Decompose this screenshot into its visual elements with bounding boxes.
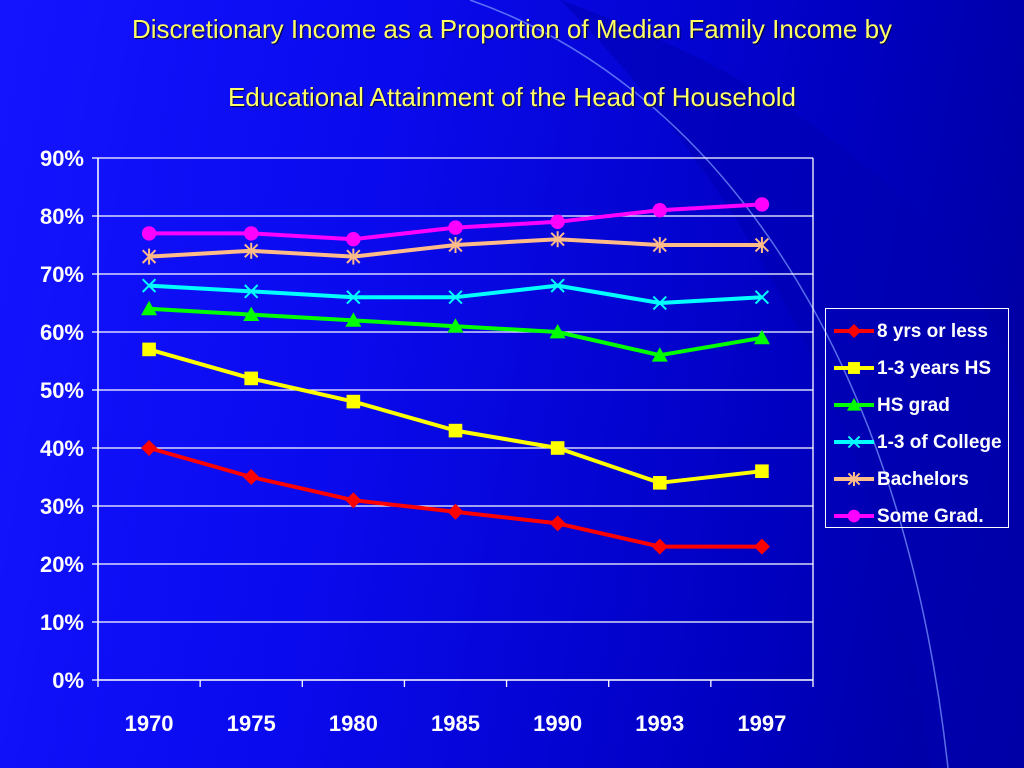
legend-label: 8 yrs or less xyxy=(877,321,988,342)
data-point-x xyxy=(754,290,770,305)
series-line xyxy=(148,283,763,305)
y-tick-label: 10% xyxy=(40,610,84,635)
legend-item: Bachelors xyxy=(826,464,1010,494)
legend-item: Some Grad. xyxy=(826,501,1010,531)
data-point-asterisk xyxy=(847,472,861,486)
x-tick-label: 1980 xyxy=(329,711,378,736)
data-point-diamond xyxy=(345,492,362,509)
data-point-square xyxy=(142,342,156,357)
data-point-asterisk xyxy=(448,237,463,253)
x-tick-label: 1997 xyxy=(737,711,786,736)
data-point-circle xyxy=(448,220,463,235)
data-point-x xyxy=(244,284,259,299)
legend-item: 1-3 of College xyxy=(826,427,1010,457)
data-point-circle xyxy=(847,509,861,523)
data-point-triangle xyxy=(447,318,464,333)
legend-swatch xyxy=(834,362,874,374)
data-point-x xyxy=(847,435,861,449)
legend-label: HS grad xyxy=(877,395,950,416)
legend-swatch xyxy=(834,472,874,486)
y-tick-label: 40% xyxy=(40,436,84,461)
data-point-asterisk xyxy=(754,237,770,253)
data-point-x xyxy=(550,278,565,293)
data-point-diamond xyxy=(753,538,770,555)
data-point-circle xyxy=(244,226,259,241)
chart-title-line-2: Educational Attainment of the Head of Ho… xyxy=(227,82,797,112)
x-tick-label: 1990 xyxy=(533,711,582,736)
series-line xyxy=(148,446,762,549)
data-point-circle xyxy=(141,226,157,241)
data-point-diamond xyxy=(651,538,668,555)
legend-swatch xyxy=(834,435,874,449)
data-point-x xyxy=(652,295,667,311)
legend-swatch xyxy=(834,509,874,523)
data-point-square xyxy=(346,394,361,409)
data-point-diamond xyxy=(549,515,566,532)
data-point-triangle xyxy=(847,398,861,411)
data-point-circle xyxy=(754,197,770,212)
data-point-square xyxy=(848,362,860,374)
data-point-square xyxy=(755,464,769,478)
x-tick-label: 1975 xyxy=(227,711,276,736)
legend-label: Bachelors xyxy=(877,469,969,490)
data-point-asterisk xyxy=(244,242,259,259)
data-point-diamond xyxy=(141,440,158,456)
legend-item: 1-3 years HS xyxy=(826,353,1010,383)
data-point-triangle xyxy=(651,347,668,362)
data-point-asterisk xyxy=(346,248,361,265)
chart-title-line-1: Discretionary Income as a Proportion of … xyxy=(131,14,893,44)
legend-item: HS grad xyxy=(826,390,1010,420)
y-tick-label: 30% xyxy=(40,494,84,519)
data-point-triangle xyxy=(549,324,566,339)
data-point-circle xyxy=(346,232,361,247)
y-tick-label: 60% xyxy=(40,320,84,345)
data-point-square xyxy=(244,371,259,386)
legend-item: 8 yrs or less xyxy=(826,316,1010,346)
y-tick-label: 50% xyxy=(40,378,84,403)
series-line xyxy=(148,347,763,485)
chart-legend: 8 yrs or less 1-3 years HS HS grad 1-3 of C… xyxy=(825,308,1009,528)
data-point-triangle xyxy=(345,312,362,327)
data-point-square xyxy=(652,476,667,490)
x-tick-label: 1970 xyxy=(125,711,174,736)
data-point-diamond xyxy=(847,324,861,338)
y-tick-label: 90% xyxy=(40,146,84,171)
data-point-circle xyxy=(652,203,667,218)
data-point-triangle xyxy=(753,329,770,345)
y-tick-label: 80% xyxy=(40,204,84,229)
y-tick-label: 20% xyxy=(40,552,84,577)
data-point-diamond xyxy=(447,503,464,520)
legend-swatch xyxy=(834,398,874,411)
x-tick-label: 1985 xyxy=(431,711,480,736)
data-point-triangle xyxy=(141,300,158,316)
y-tick-label: 0% xyxy=(52,668,84,693)
data-point-asterisk xyxy=(550,231,565,248)
y-tick-label: 70% xyxy=(40,262,84,287)
legend-label: Some Grad. xyxy=(877,506,984,527)
legend-label: 1-3 of College xyxy=(877,432,1002,453)
data-point-x xyxy=(141,278,157,293)
x-tick-label: 1993 xyxy=(635,711,684,736)
data-point-x xyxy=(346,290,361,305)
data-point-circle xyxy=(550,214,565,229)
legend-swatch xyxy=(834,324,874,338)
data-point-asterisk xyxy=(652,237,667,253)
data-point-diamond xyxy=(243,469,260,485)
data-point-square xyxy=(448,423,463,438)
data-point-asterisk xyxy=(141,248,157,265)
data-point-square xyxy=(550,441,565,455)
data-point-x xyxy=(448,290,463,305)
data-point-triangle xyxy=(243,306,260,321)
legend-label: 1-3 years HS xyxy=(877,358,992,379)
